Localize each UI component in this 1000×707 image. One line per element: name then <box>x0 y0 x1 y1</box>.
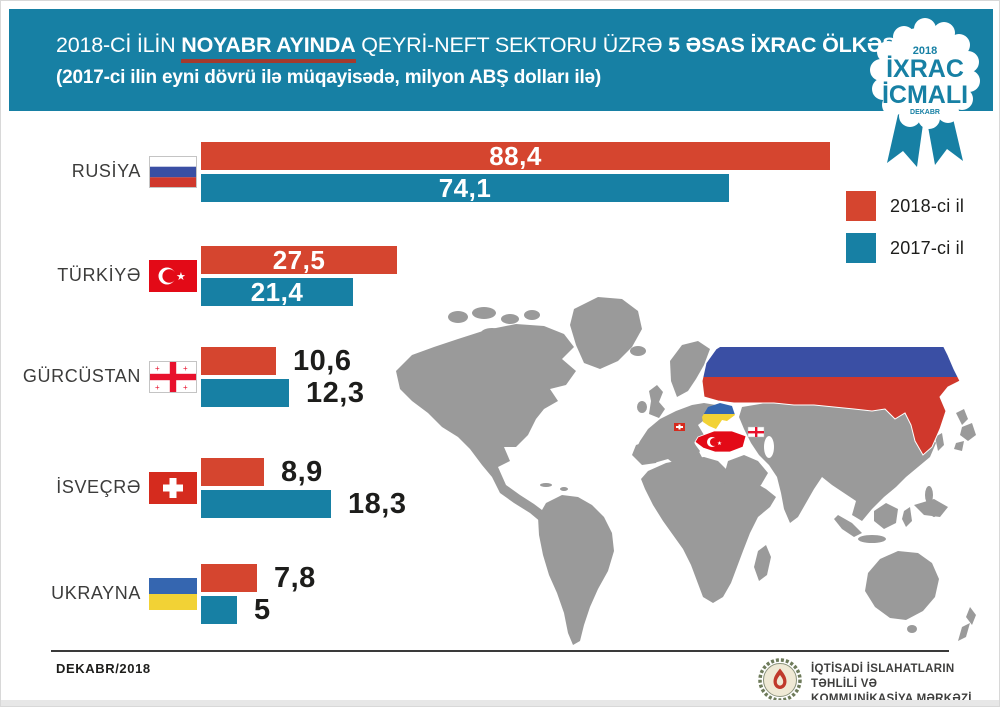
bar-2018-georgia <box>201 347 276 375</box>
legend-item-2017: 2017-ci il <box>846 233 964 263</box>
country-label: RUSİYA <box>71 161 141 181</box>
svg-text:+: + <box>155 383 160 392</box>
map-arabia <box>723 455 768 504</box>
footer-date: DEKABR/2018 <box>56 661 151 676</box>
bottom-edge-strip <box>1 700 999 706</box>
footer-divider <box>51 650 949 652</box>
bar-value-label: 74,1 <box>438 173 492 203</box>
ixrac-icmali-badge: 2018 İXRAC İCMALI DEKABR <box>863 15 988 175</box>
bar-2018-turkey <box>201 246 397 274</box>
turkey-flag-icon: ★ <box>149 260 197 292</box>
svg-text:★: ★ <box>176 271 186 283</box>
world-map-svg: ★ <box>396 297 976 645</box>
map-turkey: ★ <box>694 430 747 453</box>
country-label: UKRAYNA <box>51 583 141 603</box>
map-japan <box>956 409 968 425</box>
map-iberia <box>632 439 664 465</box>
badge-month: DEKABR <box>910 109 940 116</box>
bar-value-label: 7,8 <box>274 562 316 594</box>
bar-value-label: 21,4 <box>250 277 304 307</box>
bar-2018-switzerland <box>201 458 264 486</box>
map-borneo <box>874 503 898 529</box>
bar-value-label: 27,5 <box>272 245 326 275</box>
map-madagascar <box>754 545 771 581</box>
map-georgia <box>747 426 765 438</box>
map-north-america <box>396 324 576 523</box>
bar-2018-ukraine <box>201 564 257 592</box>
country-label: İSVEÇRƏ <box>56 477 141 497</box>
title-bold: 5 ƏSAS İXRAC ÖLKƏSİ <box>668 33 903 57</box>
svg-text:+: + <box>155 364 160 373</box>
map-switzerland <box>674 423 685 431</box>
bar-2018-russia <box>201 142 830 170</box>
legend-item-2018: 2018-ci il <box>846 191 964 221</box>
map-asia <box>739 395 936 523</box>
legend-label-2018: 2018-ci il <box>890 195 965 216</box>
map-new-guinea <box>914 499 948 517</box>
country-label: GÜRCÜSTAN <box>22 366 141 386</box>
legend-label-2017: 2017-ci il <box>890 237 965 258</box>
page-title: 2018-Cİ İLİN NOYABR AYINDA QEYRİ-NEFT SE… <box>56 33 903 63</box>
title-highlight: NOYABR AYINDA <box>181 33 356 63</box>
bar-value-label: 8,9 <box>281 456 323 488</box>
badge-rosette-icon: 2018 İXRAC İCMALI DEKABR <box>870 18 980 167</box>
svg-text:+: + <box>183 383 188 392</box>
legend-swatch-2018 <box>846 191 876 221</box>
org-name-line1: İQTİSADİ İSLAHATLARIN TƏHLİLİ VƏ <box>811 663 955 690</box>
country-label: TÜRKİYƏ <box>57 265 141 285</box>
map-greenland <box>570 297 642 369</box>
map-australia <box>865 551 939 620</box>
bar-2017-turkey <box>201 278 353 306</box>
page-subtitle: (2017-ci ilin eyni dövrü ilə müqayisədə,… <box>56 67 602 88</box>
georgia-flag-icon: + + + + <box>149 361 197 393</box>
bar-2017-russia <box>201 174 729 202</box>
bar-2017-ukraine <box>201 596 237 624</box>
map-caspian-sea <box>764 436 774 458</box>
bar-value-label: 10,6 <box>293 345 352 377</box>
legend-swatch-2017 <box>846 233 876 263</box>
badge-line1: İXRAC <box>886 55 964 83</box>
header-band: 2018-Cİ İLİN NOYABR AYINDA QEYRİ-NEFT SE… <box>9 9 993 111</box>
title-prefix: 2018-Cİ İLİN <box>56 33 176 57</box>
svg-text:★: ★ <box>717 441 722 447</box>
map-new-zealand <box>966 607 976 625</box>
badge-year: 2018 <box>913 45 937 57</box>
map-uk <box>649 385 665 418</box>
map-south-america <box>538 495 614 645</box>
russia-flag-icon <box>149 156 197 188</box>
world-map: ★ <box>386 289 999 656</box>
title-middle: QEYRİ-NEFT SEKTORU ÜZRƏ <box>361 33 663 57</box>
bar-2017-georgia <box>201 379 289 407</box>
map-korea <box>935 433 944 451</box>
bar-value-label: 12,3 <box>306 377 365 409</box>
map-scandinavia <box>670 341 710 397</box>
bar-value-label: 88,4 <box>489 141 542 171</box>
svg-text:+: + <box>183 364 188 373</box>
legend: 2018-ci il 2017-ci il <box>846 191 964 275</box>
map-sumatra <box>834 515 862 537</box>
switzerland-flag-icon <box>149 472 197 504</box>
bar-2017-switzerland <box>201 490 331 518</box>
ukraine-flag-icon <box>149 578 197 610</box>
badge-line2: İCMALI <box>882 81 968 109</box>
bar-value-label: 5 <box>254 594 271 626</box>
